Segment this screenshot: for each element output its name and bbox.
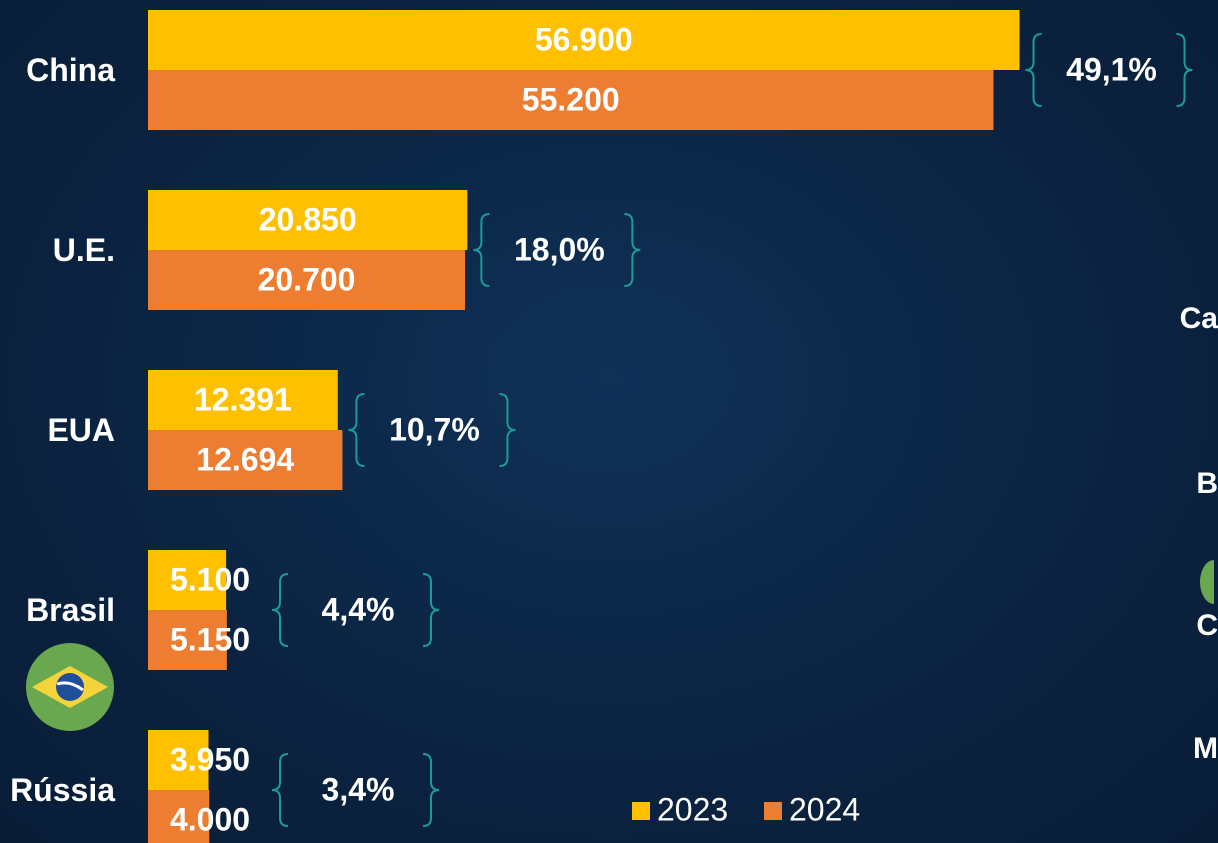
brace: [422, 753, 440, 827]
category-label: China: [26, 52, 115, 88]
bar: [148, 370, 338, 430]
bar: [148, 790, 210, 843]
side-fragment: M: [1193, 732, 1218, 765]
brace: [1025, 33, 1042, 107]
bar: [148, 190, 468, 250]
legend-label: 2023: [657, 791, 728, 827]
brace: [624, 213, 641, 287]
value-label: 3.950: [170, 741, 250, 777]
bar: [148, 250, 466, 310]
value-label: 12.391: [194, 381, 292, 417]
flag-fragment: [1200, 560, 1214, 604]
brace: [473, 213, 490, 287]
brace: [1176, 33, 1193, 107]
side-fragment: Ca: [1180, 302, 1218, 335]
bar: [148, 730, 209, 790]
value-label: 56.900: [535, 21, 633, 57]
category-label: Rússia: [10, 772, 115, 808]
bar: [148, 550, 227, 610]
legend-swatch: [632, 802, 650, 820]
value-label: 12.694: [196, 441, 294, 477]
value-label: 20.700: [258, 261, 356, 297]
side-fragment: B: [1196, 467, 1218, 500]
bar: [148, 610, 227, 670]
category-label: Brasil: [26, 592, 115, 628]
legend-swatch: [764, 802, 782, 820]
brazil-flag: [26, 643, 114, 731]
value-label: 5.100: [170, 561, 250, 597]
value-label: 4.000: [170, 801, 250, 837]
bar: [148, 70, 994, 130]
share-label: 49,1%: [1066, 51, 1157, 87]
value-label: 55.200: [522, 81, 620, 117]
legend-label: 2024: [789, 791, 860, 827]
side-fragment: C: [1196, 609, 1218, 642]
share-label: 18,0%: [514, 231, 605, 267]
brace: [348, 393, 365, 467]
brace: [499, 393, 516, 467]
share-label: 3,4%: [322, 771, 395, 807]
brace: [422, 573, 440, 647]
brace: [271, 753, 289, 827]
brace: [271, 573, 289, 647]
category-label: U.E.: [52, 232, 115, 268]
value-label: 20.850: [259, 201, 357, 237]
value-label: 5.150: [170, 621, 250, 657]
share-label: 10,7%: [389, 411, 480, 447]
category-label: EUA: [47, 412, 115, 448]
share-label: 4,4%: [322, 591, 395, 627]
bar: [148, 10, 1020, 70]
bar: [148, 430, 343, 490]
